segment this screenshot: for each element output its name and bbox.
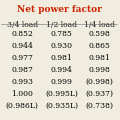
Text: 0.981: 0.981 [51, 54, 72, 62]
Text: 0.999: 0.999 [51, 78, 72, 86]
Text: 0.598: 0.598 [89, 30, 111, 38]
Text: (0.998): (0.998) [86, 78, 114, 86]
Text: 0.944: 0.944 [11, 42, 33, 50]
Text: 0.987: 0.987 [11, 66, 33, 74]
Text: 0.981: 0.981 [89, 54, 111, 62]
Text: (0.937): (0.937) [86, 90, 114, 98]
Text: 0.930: 0.930 [51, 42, 72, 50]
Text: (0.986L): (0.986L) [6, 102, 39, 110]
Text: 1.000: 1.000 [11, 90, 33, 98]
Text: 0.993: 0.993 [11, 78, 33, 86]
Text: (0.738): (0.738) [86, 102, 114, 110]
Text: Net power factor: Net power factor [17, 5, 102, 14]
Text: 0.785: 0.785 [51, 30, 72, 38]
Text: 1/4 load: 1/4 load [84, 21, 115, 29]
Text: (0.935L): (0.935L) [45, 102, 78, 110]
Text: 0.998: 0.998 [89, 66, 111, 74]
Text: 0.994: 0.994 [51, 66, 72, 74]
Text: 0.852: 0.852 [11, 30, 33, 38]
Text: 0.977: 0.977 [11, 54, 33, 62]
Text: (0.995L): (0.995L) [45, 90, 78, 98]
Text: 0.865: 0.865 [89, 42, 111, 50]
Text: 3/4 load: 3/4 load [7, 21, 38, 29]
Text: 1/2 load: 1/2 load [46, 21, 77, 29]
